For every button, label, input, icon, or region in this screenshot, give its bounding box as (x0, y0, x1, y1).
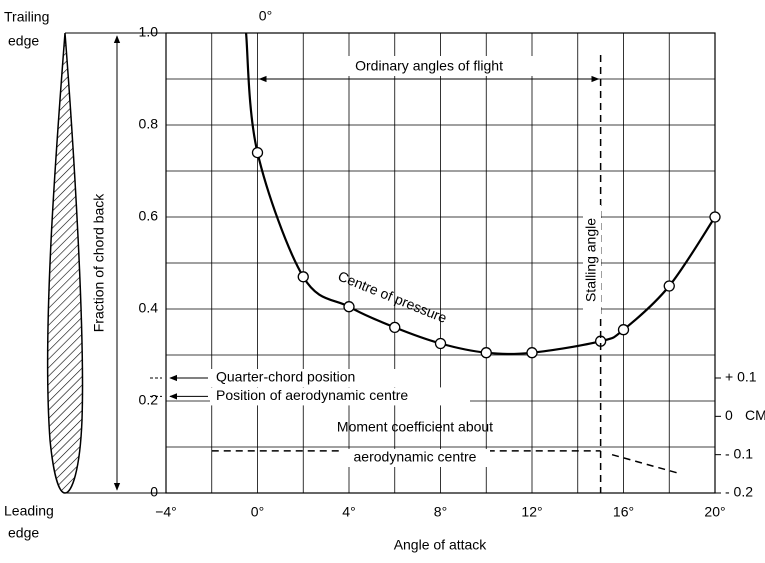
x-tick-label: −4° (155, 504, 177, 520)
label-bg (340, 449, 490, 467)
y2-tick-label: 0 (725, 407, 733, 423)
x-tick-label: 12° (521, 504, 542, 520)
data-point (343, 301, 355, 313)
data-point (480, 347, 492, 359)
trailing-label: Trailing (4, 9, 49, 25)
data-point (297, 271, 309, 283)
data-point (251, 146, 264, 159)
leading-label: edge (8, 525, 39, 541)
y-tick-label: 1.0 (139, 24, 159, 40)
moment-label: Moment coefficient about (337, 419, 493, 435)
trailing-label: edge (8, 33, 39, 49)
label-bg (583, 205, 601, 315)
data-point (434, 337, 447, 350)
leading-label: Leading (4, 503, 54, 519)
y-tick-label: 0.4 (139, 300, 159, 316)
y-tick-label: 0.8 (139, 116, 159, 132)
y-tick-label: 0.2 (139, 392, 159, 408)
stall-label: Stalling angle (583, 218, 599, 302)
y2-tick-label: - 0.2 (725, 484, 753, 500)
x-tick-label: 16° (613, 504, 634, 520)
y-axis-label: Fraction of chord back (91, 193, 107, 333)
data-point (526, 347, 538, 359)
centre-label: Centre of pressure (336, 268, 450, 326)
series-line (244, 32, 716, 356)
label-bg (325, 56, 535, 76)
x-tick-label: 0° (251, 504, 264, 520)
y-tick-label: 0 (150, 484, 158, 500)
y2-tick-label: - 0.1 (725, 445, 753, 461)
data-point (663, 280, 675, 292)
y2-tick-label: + 0.1 (725, 369, 757, 385)
series-line (611, 453, 681, 475)
x-tick-label: 8° (434, 504, 447, 520)
airfoil (46, 32, 84, 494)
y2-axis-label: CM (745, 407, 765, 423)
plot-frame (165, 32, 716, 494)
label-bg (210, 387, 470, 406)
data-point (617, 324, 630, 336)
aero-label: Position of aerodynamic centre (216, 387, 408, 403)
data-point (709, 211, 721, 223)
x-axis-label: Angle of attack (394, 537, 488, 553)
x-tick-label: 4° (342, 504, 355, 520)
ordinary-label: Ordinary angles of flight (355, 58, 503, 74)
top-zero-label: 0° (259, 8, 272, 24)
y-tick-label: 0.6 (139, 208, 159, 224)
moment-label: aerodynamic centre (354, 449, 477, 465)
x-tick-label: 20° (704, 504, 725, 520)
quarter-label: Quarter-chord position (216, 369, 355, 385)
label-bg (210, 369, 405, 387)
data-point (389, 321, 401, 334)
